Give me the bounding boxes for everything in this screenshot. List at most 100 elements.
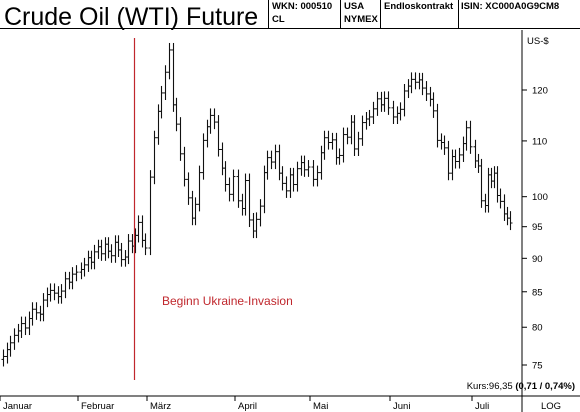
ohlc-bar (431, 92, 436, 118)
wkn-code: CL (272, 14, 285, 25)
ohlc-bar (322, 130, 327, 160)
ohlc-bar (38, 305, 43, 322)
x-tick-label: Juli (475, 401, 489, 412)
ohlc-bar (473, 139, 478, 168)
ohlc-bar (505, 206, 510, 226)
ohlc-bar (375, 91, 380, 116)
ohlc-bar (265, 150, 270, 180)
ohlc-bar (345, 127, 350, 145)
ohlc-bar (409, 72, 414, 94)
ohlc-bar (171, 42, 176, 112)
ohlc-bar (27, 311, 32, 336)
ohlc-bar (391, 100, 396, 125)
ohlc-bar (360, 115, 365, 146)
header-divider (380, 0, 381, 28)
x-tick-label: Februar (81, 401, 114, 412)
ohlc-bar (240, 193, 245, 216)
ohlc-bar (201, 133, 206, 180)
ohlc-bar (143, 233, 148, 256)
ohlc-bar (379, 91, 384, 112)
ohlc-bar (148, 170, 153, 256)
ohlc-bar (119, 242, 124, 267)
ohlc-bar (337, 148, 342, 165)
ohlc-bar (96, 239, 101, 259)
ohlc-bar (82, 257, 87, 277)
ohlc-bar (8, 335, 13, 357)
ohlc-bar (288, 167, 293, 198)
ohlc-bar (382, 91, 387, 112)
ohlc-bar (251, 212, 256, 239)
ohlc-bar (495, 166, 500, 203)
ohlc-bar (315, 165, 320, 187)
ohlc-bar (306, 160, 311, 177)
ohlc-bar (34, 302, 39, 320)
ohlc-bar (479, 158, 484, 208)
ohlc-bar (398, 102, 403, 121)
ohlc-bar (59, 284, 64, 304)
ohlc-bar (1, 349, 6, 367)
ohlc-bar (89, 250, 94, 270)
ohlc-bars (1, 42, 513, 367)
ohlc-bar (186, 172, 191, 205)
ohlc-bar (63, 271, 68, 299)
x-tick-label: März (150, 401, 171, 412)
header-divider (458, 0, 459, 28)
ohlc-bar (284, 176, 289, 198)
x-tick-label: April (238, 401, 257, 412)
ohlc-bar (311, 160, 316, 187)
ohlc-bar (74, 265, 79, 282)
y-tick-label: 95 (532, 222, 543, 233)
country-label: USA (344, 1, 365, 12)
ohlc-bar (489, 167, 494, 189)
ohlc-bar (227, 177, 232, 202)
ohlc-bar (174, 97, 179, 132)
x-tick-label: Mai (313, 401, 328, 412)
ohlc-bar (106, 237, 111, 259)
ohlc-bar (269, 150, 274, 170)
ohlc-bar (498, 188, 503, 209)
annotation-layer: Beginn Ukraine-Invasion (133, 38, 293, 380)
ohlc-bar (193, 197, 198, 226)
y-tick-label: 100 (532, 192, 548, 203)
ohlc-bar (371, 101, 376, 125)
x-axis: Januar Februar März April Mai Juni Juli LOG (0, 395, 580, 412)
ohlc-bar (19, 316, 24, 338)
ohlc-bar (70, 267, 75, 290)
ohlc-bar (48, 283, 53, 302)
ohlc-bar (446, 140, 451, 181)
ohlc-bar (52, 283, 57, 301)
ohlc-bar (395, 106, 400, 125)
last-price-value: 96,35 (488, 381, 513, 392)
y-tick-label: 75 (532, 361, 543, 372)
ohlc-bar (178, 117, 183, 161)
ohlc-bar (140, 215, 145, 248)
ohlc-bar (205, 119, 210, 148)
header-divider (268, 0, 269, 28)
ohlc-bar (420, 72, 425, 96)
ohlc-bar (334, 132, 339, 165)
ohlc-bar (163, 65, 168, 100)
ohlc-bar (367, 109, 372, 127)
ohlc-bar (483, 193, 488, 213)
ohlc-bar (457, 147, 462, 169)
ohlc-bar (352, 115, 357, 157)
contract-label: Endloskontrakt (384, 1, 454, 12)
exchange-label: NYMEX (344, 14, 378, 25)
ohlc-bar (402, 83, 407, 117)
ohlc-bar (428, 86, 433, 107)
ohlc-bar (254, 212, 259, 239)
ohlc-bar (208, 108, 213, 134)
ohlc-bar (223, 161, 228, 192)
ohlc-bar (182, 146, 187, 187)
ohlc-bar (258, 199, 263, 227)
ohlc-bar (56, 286, 61, 304)
ohlc-bar (113, 235, 118, 263)
ohlc-bar (349, 115, 354, 145)
ohlc-bar (356, 131, 361, 157)
scale-label: LOG (541, 401, 561, 412)
ohlc-bar (212, 108, 217, 130)
y-axis: US-$ 75 80 85 90 95 100 110 120 (521, 30, 549, 396)
ohlc-bar (16, 323, 21, 343)
ohlc-bar (12, 328, 17, 350)
ohlc-bar (123, 250, 128, 267)
